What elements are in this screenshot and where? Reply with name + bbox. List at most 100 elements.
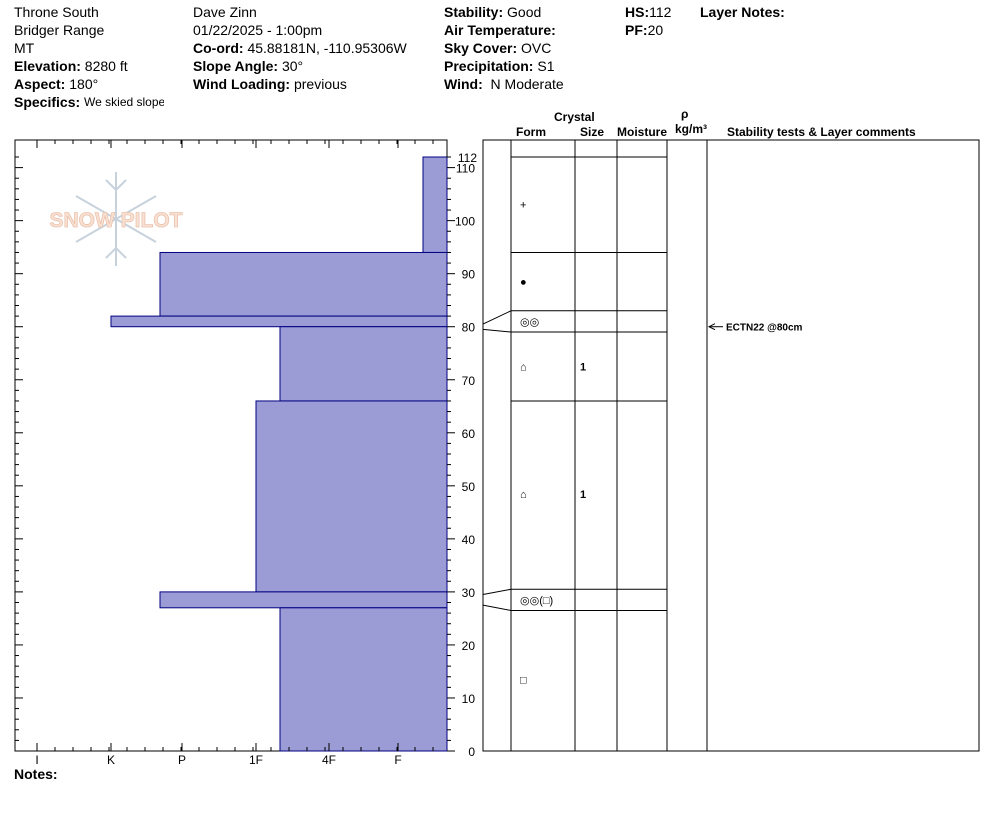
depth-tick-label: 50 (462, 480, 476, 494)
aspect-label: Aspect: (14, 76, 66, 92)
slope-value: 30° (281, 58, 304, 74)
stability-test-label: ECTN22 @80cm (726, 323, 803, 334)
wind-label: Wind: (444, 76, 483, 92)
layer-notes-label: Layer Notes: (700, 4, 785, 20)
precip-label: Precipitation: (444, 58, 534, 74)
pf-value: 20 (647, 22, 664, 38)
wind-loading-value: previous (293, 76, 347, 92)
table-column-dividers (510, 140, 708, 751)
layer-bar (110, 315, 448, 328)
hardness-tick-label: I (35, 753, 38, 767)
wind-value: N Moderate (490, 76, 564, 92)
specifics-field: Specifics: We skied slope (14, 93, 164, 111)
slope-field: Slope Angle: 30° (193, 57, 303, 75)
stability-field: Stability: Good (444, 3, 541, 21)
layer-bar (422, 156, 448, 253)
range-name: Bridger Range (14, 22, 105, 38)
sky-value: OVC (521, 40, 552, 56)
hardness-tick-label: P (178, 753, 186, 767)
layer-connector-line (482, 588, 512, 596)
precip-value: S1 (537, 58, 555, 74)
hardness-tick-label: F (394, 753, 401, 767)
layer-bar (159, 591, 448, 609)
wind-loading-field: Wind Loading: previous (193, 75, 347, 93)
pf-label: PF: (625, 22, 648, 38)
layer-bar (159, 251, 448, 317)
crystal-form-symbol: ⌂ (520, 489, 527, 501)
hardness-axis: I K P 1F 4F F (35, 140, 434, 767)
wind-loading-label: Wind Loading: (193, 76, 291, 92)
crystal-form-symbol: + (520, 200, 526, 212)
depth-tick-label: 40 (462, 533, 476, 547)
layer-connector-line (482, 310, 512, 325)
coord-label: Co-ord: (193, 40, 244, 56)
air-temp-label: Air Temperature: (444, 22, 556, 38)
crystal-size-value: 1 (580, 489, 586, 501)
hardness-tick-label: 4F (322, 753, 336, 767)
stability-comments-header: Stability tests & Layer comments (727, 125, 916, 139)
coord-value: 45.88181N, -110.95306W (247, 40, 407, 56)
precip-field: Precipitation: S1 (444, 57, 554, 75)
specifics-label: Specifics: (14, 94, 81, 110)
layer-connector-line (482, 604, 512, 611)
coord-field: Co-ord: 45.88181N, -110.95306W (193, 39, 407, 57)
crystal-form-symbol: □ (520, 674, 527, 686)
layer-table-frame (482, 139, 980, 752)
size-header: Size (580, 125, 605, 139)
crystal-header: Crystal (554, 110, 595, 124)
depth-tick-label: 0 (468, 745, 475, 759)
crystal-form-symbol: ◎◎ (520, 316, 539, 328)
rho-header: ρ (681, 107, 689, 121)
elevation-value: 8280 ft (84, 58, 128, 74)
crystal-form-symbol: ● (520, 277, 527, 289)
aspect-field: Aspect: 180° (14, 75, 98, 93)
depth-tick-label: 20 (462, 639, 476, 653)
notes-label: Notes: (14, 766, 58, 782)
hs-label: HS: (625, 4, 650, 20)
layer-table: + ● ◎◎ ⌂ 1 ⌂ 1 ◎◎(□) □ ECTN22 @80cm (482, 156, 803, 686)
crystal-form-symbol: ◎◎(□) (520, 595, 553, 607)
wind-field: Wind: N Moderate (444, 75, 564, 93)
layer-bar (279, 326, 448, 402)
depth-tick-label: 110 (456, 162, 475, 176)
specifics-value: We skied slope (84, 95, 165, 109)
layer-bar (279, 607, 448, 752)
aspect-value: 180° (69, 76, 99, 92)
layer-bars (110, 156, 448, 752)
slope-label: Slope Angle: (193, 58, 279, 74)
snowflake-icon (75, 172, 157, 266)
hardness-tick-label: 1F (249, 753, 263, 767)
sky-label: Sky Cover: (444, 40, 518, 56)
hs-field: HS:112 (625, 3, 671, 21)
arrow-head-icon (707, 323, 716, 331)
depth-tick-label: 80 (462, 321, 476, 335)
sky-field: Sky Cover: OVC (444, 39, 551, 57)
snowpilot-logo: SNOW PILOT (49, 172, 183, 266)
hardness-tick-label: K (107, 753, 115, 767)
density-unit-header: kg/m³ (675, 122, 708, 136)
elevation-label: Elevation: (14, 58, 81, 74)
depth-tick-label: 30 (462, 586, 476, 600)
crystal-size-value: 1 (580, 361, 586, 373)
hs-value: 112 (649, 4, 672, 20)
form-header: Form (516, 125, 546, 139)
air-temp-field: Air Temperature: (444, 21, 556, 39)
state-name: MT (14, 40, 35, 56)
depth-top-label: 112 (458, 151, 477, 165)
observer-name: Dave Zinn (193, 4, 257, 20)
elevation-field: Elevation: 8280 ft (14, 57, 128, 75)
crystal-form-symbol: ⌂ (520, 361, 527, 373)
pf-field: PF:20 (625, 21, 663, 39)
layer-bar (255, 400, 448, 593)
depth-tick-label: 60 (462, 427, 476, 441)
depth-tick-label: 100 (455, 215, 475, 229)
stability-label: Stability: (444, 4, 504, 20)
depth-tick-label: 10 (462, 692, 476, 706)
logo-text: SNOW PILOT (50, 209, 183, 232)
depth-tick-label: 70 (462, 374, 476, 388)
stability-value: Good (507, 4, 542, 20)
depth-tick-label: 90 (462, 268, 476, 282)
observation-datetime: 01/22/2025 - 1:00pm (193, 22, 323, 38)
